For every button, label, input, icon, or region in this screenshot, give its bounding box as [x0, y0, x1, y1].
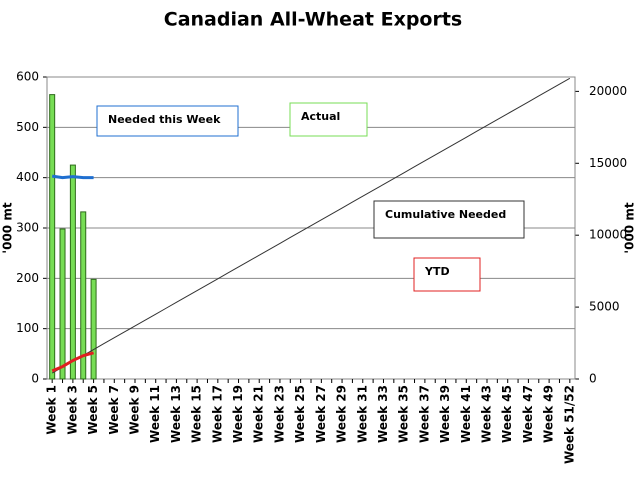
y-tick-label: 0: [31, 372, 39, 386]
y-tick-label: 300: [16, 221, 39, 235]
y2-axis-label: '000 mt: [623, 202, 637, 253]
line: [51, 174, 94, 180]
y2-tick-label: 10000: [589, 228, 627, 242]
x-tick-label: Week 39: [438, 385, 452, 443]
bar: [69, 164, 76, 380]
x-tick-label: Week 41: [459, 385, 473, 443]
y-tick-label: 200: [16, 271, 39, 285]
x-tick-label: Week 15: [190, 385, 204, 443]
x-tick-label: Week 35: [397, 385, 411, 443]
y-axis-label: '000 mt: [1, 202, 15, 253]
y-tick-label: 500: [16, 120, 39, 134]
line: [51, 77, 571, 374]
x-tick-label: Week 49: [542, 385, 556, 443]
x-tick-label: Week 47: [521, 385, 535, 443]
x-tick-label: Week 33: [376, 385, 390, 443]
x-tick-label: Week 23: [272, 385, 286, 443]
x-tick-label: Week 51/52: [562, 385, 576, 464]
x-tick-label: Week 37: [417, 385, 431, 443]
x-tick-label: Week 27: [314, 385, 328, 443]
legend-label: Needed this Week: [108, 113, 221, 126]
chart-title: Canadian All-Wheat Exports: [164, 9, 463, 31]
x-tick-label: Week 29: [335, 385, 349, 443]
legend-label: YTD: [424, 265, 450, 278]
y2-tick-label: 0: [589, 372, 597, 386]
x-tick-label: Week 25: [293, 385, 307, 443]
x-tick-label: Week 5: [86, 385, 100, 435]
bar: [59, 228, 66, 380]
x-tick-label: Week 43: [480, 385, 494, 443]
x-tick-label: Week 1: [45, 385, 59, 435]
x-tick-label: Week 17: [210, 385, 224, 443]
y2-tick-label: 20000: [589, 84, 627, 98]
legend-box: [373, 200, 525, 239]
y-tick-label: 600: [16, 70, 39, 84]
y2-tick-label: 5000: [589, 300, 620, 314]
y-tick-label: 400: [16, 170, 39, 184]
x-tick-label: Week 13: [169, 385, 183, 443]
x-tick-label: Week 19: [231, 385, 245, 443]
y-tick-label: 100: [16, 321, 39, 335]
x-tick-label: Week 21: [252, 385, 266, 443]
x-tick-label: Week 45: [500, 385, 514, 443]
x-tick-label: Week 31: [355, 385, 369, 443]
x-tick-label: Week 11: [148, 385, 162, 443]
bar: [49, 94, 56, 380]
bar: [90, 278, 97, 380]
bar: [80, 211, 87, 380]
legend-label: Actual: [301, 110, 340, 123]
x-tick-label: Week 3: [65, 385, 79, 435]
legend-label: Cumulative Needed: [385, 208, 506, 221]
legend-box: [289, 102, 368, 137]
legend-box: [96, 105, 239, 137]
x-tick-label: Week 7: [107, 385, 121, 435]
line: [51, 351, 94, 373]
legend-box: [413, 257, 481, 292]
y2-tick-label: 15000: [589, 156, 627, 170]
x-tick-label: Week 9: [128, 385, 142, 435]
